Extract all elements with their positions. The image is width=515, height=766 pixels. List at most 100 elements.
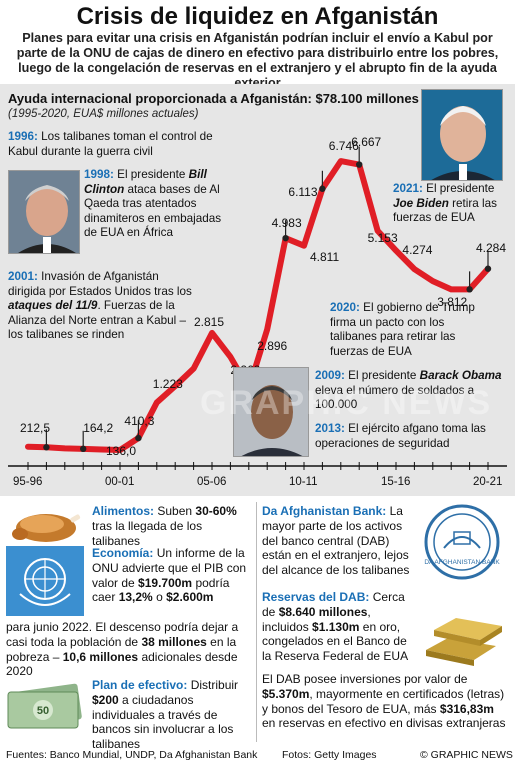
panel-efectivo: Plan de efectivo: Distribuir $200 a ciud…	[92, 678, 252, 752]
data-label: 164,2	[83, 420, 114, 435]
annotation-2009-name: Barack Obama	[419, 369, 502, 382]
panel-dab-text: La mayor parte de los activos del banco …	[262, 504, 410, 578]
panel-economia-v4: 38 millones	[141, 634, 207, 649]
annotation-2021-year: 2021:	[393, 182, 423, 195]
annotation-2009-year: 2009:	[315, 369, 345, 382]
x-tick-label: 10-11	[289, 476, 318, 488]
info-panels: Alimentos: Suben 30-60% tras la llegada …	[0, 498, 515, 751]
panel-alimentos-text: tras la llegada de los talibanes	[92, 518, 203, 548]
x-tick-label: 05-06	[197, 476, 227, 488]
bank-seal-icon: DA AFGHANISTAN BANK	[414, 502, 510, 582]
data-label: 2.815	[194, 314, 225, 329]
aid-line-chart	[8, 146, 507, 470]
annotation-2021: 2021: El presidente Joe Biden retira las…	[393, 182, 509, 226]
event-marker	[319, 185, 326, 192]
panel-efectivo-head: Plan de efectivo:	[92, 678, 188, 692]
biden-portrait-icon	[422, 90, 502, 180]
banknote-value: 50	[37, 705, 49, 717]
panel-economia-cont: para junio 2022. El descenso podría deja…	[6, 620, 252, 679]
panel-reservas-v2: $1.130m	[312, 619, 360, 634]
data-label: 3.812	[437, 295, 468, 310]
gold-bars-icon	[416, 594, 510, 666]
clinton-photo	[8, 170, 80, 254]
event-marker	[80, 445, 87, 453]
bank-seal-text: DA AFGHANISTAN BANK	[424, 559, 500, 566]
un-logo-icon	[6, 546, 84, 616]
annotation-1998-name: Bill Clinton	[84, 168, 207, 196]
annotation-2021-name: Joe Biden	[393, 196, 449, 210]
data-label: 4.811	[310, 249, 340, 264]
event-marker	[356, 161, 363, 168]
panel-reservas: Reservas del DAB: Cerca de $8.640 millon…	[262, 590, 412, 664]
panel-inversiones: El DAB posee inversiones por valor de $5…	[262, 672, 510, 731]
chart-subtitle: (1995-2020, EUA$ millones actuales)	[8, 108, 199, 120]
annotation-1996: 1996: Los talibanes toman el control de …	[8, 130, 213, 159]
panel-alimentos: Alimentos: Suben 30-60% tras la llegada …	[92, 504, 252, 548]
panel-inversiones-v2: $316,83m	[439, 701, 494, 716]
aid-series-line	[25, 158, 491, 454]
annotation-1998-year: 1998:	[84, 168, 114, 181]
data-label: 4.274	[402, 243, 433, 258]
event-marker	[43, 444, 50, 451]
panel-reservas-v1: $8.640 millones	[278, 604, 368, 619]
panel-reservas-head: Reservas del DAB:	[262, 590, 370, 604]
x-tick-label: 95-96	[13, 476, 43, 488]
annotation-2001-emph: ataques del 11/9	[8, 299, 98, 312]
panel-dab: Da Afghanistan Bank: La mayor parte de l…	[262, 504, 412, 578]
x-tick-label: 15-16	[381, 476, 411, 488]
annotation-2009: 2009: El presidente Barack Obama eleva e…	[315, 369, 505, 413]
panel-economia-v1: $19.700m	[138, 575, 193, 590]
data-label: 1.223	[152, 376, 183, 391]
panel-economia-t6: adicionales desde 2020	[6, 649, 238, 679]
annotation-2001-pre: Invasión de Afganistán dirigida por Esta…	[8, 270, 192, 298]
panel-inversiones-t1: El DAB posee inversiones por valor de	[262, 672, 468, 686]
panel-economia-v5: 10,6 millones	[62, 649, 139, 664]
panel-economia-v3: $2.600m	[166, 590, 214, 605]
annotation-2013: 2013: El ejército afgano toma las operac…	[315, 422, 505, 451]
biden-photo	[421, 89, 503, 181]
panel-economia-t5: en la pobreza –	[6, 634, 237, 664]
data-label: 6.667	[351, 134, 382, 149]
annotation-2020-text: El gobierno de Trump firma un pacto con …	[330, 301, 475, 358]
annotation-2021-text: retira las fuerzas de EUA	[393, 196, 497, 225]
annotation-1998-pre: El presidente	[117, 168, 186, 181]
panel-efectivo-v1: $200	[92, 692, 119, 707]
data-label: 4.284	[476, 240, 507, 255]
footer-photos: Fotos: Getty Images	[282, 749, 377, 761]
panel-economia-v2: 13,2%	[118, 590, 153, 605]
panel-economia-t4: para junio 2022. El descenso podría deja…	[6, 620, 239, 649]
panel-inversiones-t3: en reservas en efectivo en divisas extra…	[262, 716, 506, 731]
annotation-2009-text: eleva el número de soldados a 100.000	[315, 383, 475, 412]
panel-inversiones-v1: $5.370m	[262, 686, 310, 701]
event-marker	[484, 265, 492, 272]
data-label: 6.746	[328, 139, 359, 154]
page-subtitle: Planes para evitar una crisis en Afganis…	[16, 31, 499, 90]
x-tick-label: 20-21	[473, 476, 503, 488]
panel-reservas-t3: en oro, congelados en el Banco de la Res…	[262, 619, 409, 664]
event-marker	[282, 234, 289, 242]
panel-economia-t2: podría caer	[92, 575, 230, 605]
clinton-portrait-icon	[9, 171, 79, 253]
footer-sources: Fuentes: Banco Mundial, UNDP, Da Afghani…	[6, 749, 258, 761]
obama-portrait-icon	[234, 368, 308, 456]
event-marker	[466, 286, 473, 293]
annotation-2001-year: 2001:	[8, 270, 38, 283]
chart-title: Ayuda internacional proporcionada a Afga…	[8, 91, 419, 106]
panel-reservas-t2: , incluidos	[262, 604, 371, 634]
panel-inversiones-t2: , mayormente en certificados (letras) y …	[262, 686, 505, 716]
chart-area: Ayuda internacional proporcionada a Afga…	[0, 84, 515, 496]
annotation-2001-text: . Fuerzas de la Alianza del Norte entran…	[8, 299, 187, 341]
obama-photo	[233, 367, 309, 457]
watermark: GRAPHIC NEWS	[200, 384, 493, 422]
data-label: 4.983	[271, 216, 302, 231]
page-title: Crisis de liquidez en Afganistán	[76, 3, 439, 30]
annotation-1996-text: Los talibanes toman el control de Kabul …	[8, 130, 213, 158]
annotation-2009-pre: El presidente	[348, 369, 417, 382]
panel-economia: Economía: Un informe de la ONU advierte …	[92, 546, 252, 605]
panel-economia-head: Economía:	[92, 546, 154, 560]
panel-divider	[256, 502, 257, 742]
panel-efectivo-t2: a ciudadanos individuales a través de ba…	[92, 692, 234, 752]
data-label: 2.896	[257, 339, 288, 354]
panel-alimentos-emph: 30-60%	[195, 504, 237, 518]
event-marker	[135, 434, 142, 442]
